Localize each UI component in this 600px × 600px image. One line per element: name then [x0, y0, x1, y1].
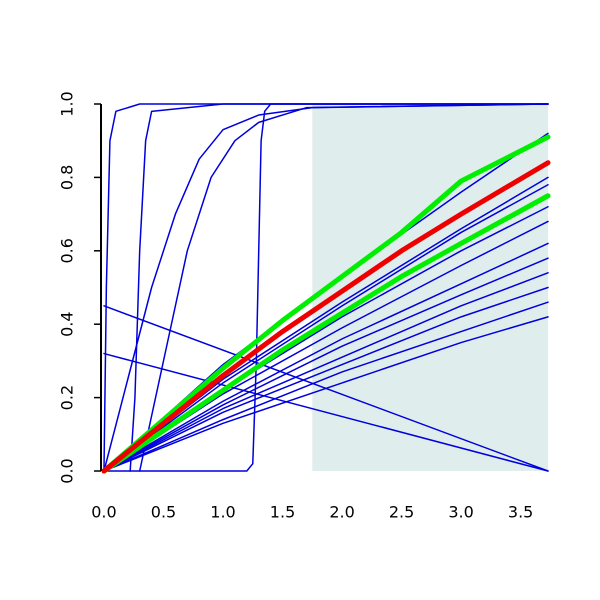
y-tick-label: 0.4 [58, 311, 77, 336]
x-tick-label: 3.5 [508, 503, 533, 522]
y-tick-label: 0.8 [58, 165, 77, 190]
line [103, 352, 549, 472]
y-tick-label: 0.0 [58, 458, 77, 483]
line [103, 286, 549, 472]
x-tick-label: 0.0 [91, 503, 116, 522]
y-tick-label: 0.6 [58, 238, 77, 263]
line [101, 193, 551, 474]
line [103, 305, 549, 472]
line [103, 301, 549, 472]
line [103, 103, 549, 472]
x-tick-label: 0.5 [151, 503, 176, 522]
line [103, 183, 549, 472]
line [103, 242, 549, 472]
line [103, 316, 549, 472]
y-tick-label: 0.2 [58, 385, 77, 410]
line [138, 103, 549, 472]
x-tick-label: 2.5 [389, 503, 414, 522]
y-tick-label: 1.0 [58, 91, 77, 116]
line [129, 103, 549, 472]
x-tick-label: 2.0 [329, 503, 354, 522]
x-tick-label: 1.5 [270, 503, 295, 522]
line [101, 134, 551, 474]
line [103, 257, 549, 472]
x-tick-label: 3.0 [448, 503, 473, 522]
line [101, 160, 551, 474]
line [103, 272, 549, 472]
x-tick-label: 1.0 [210, 503, 235, 522]
line [103, 103, 549, 472]
